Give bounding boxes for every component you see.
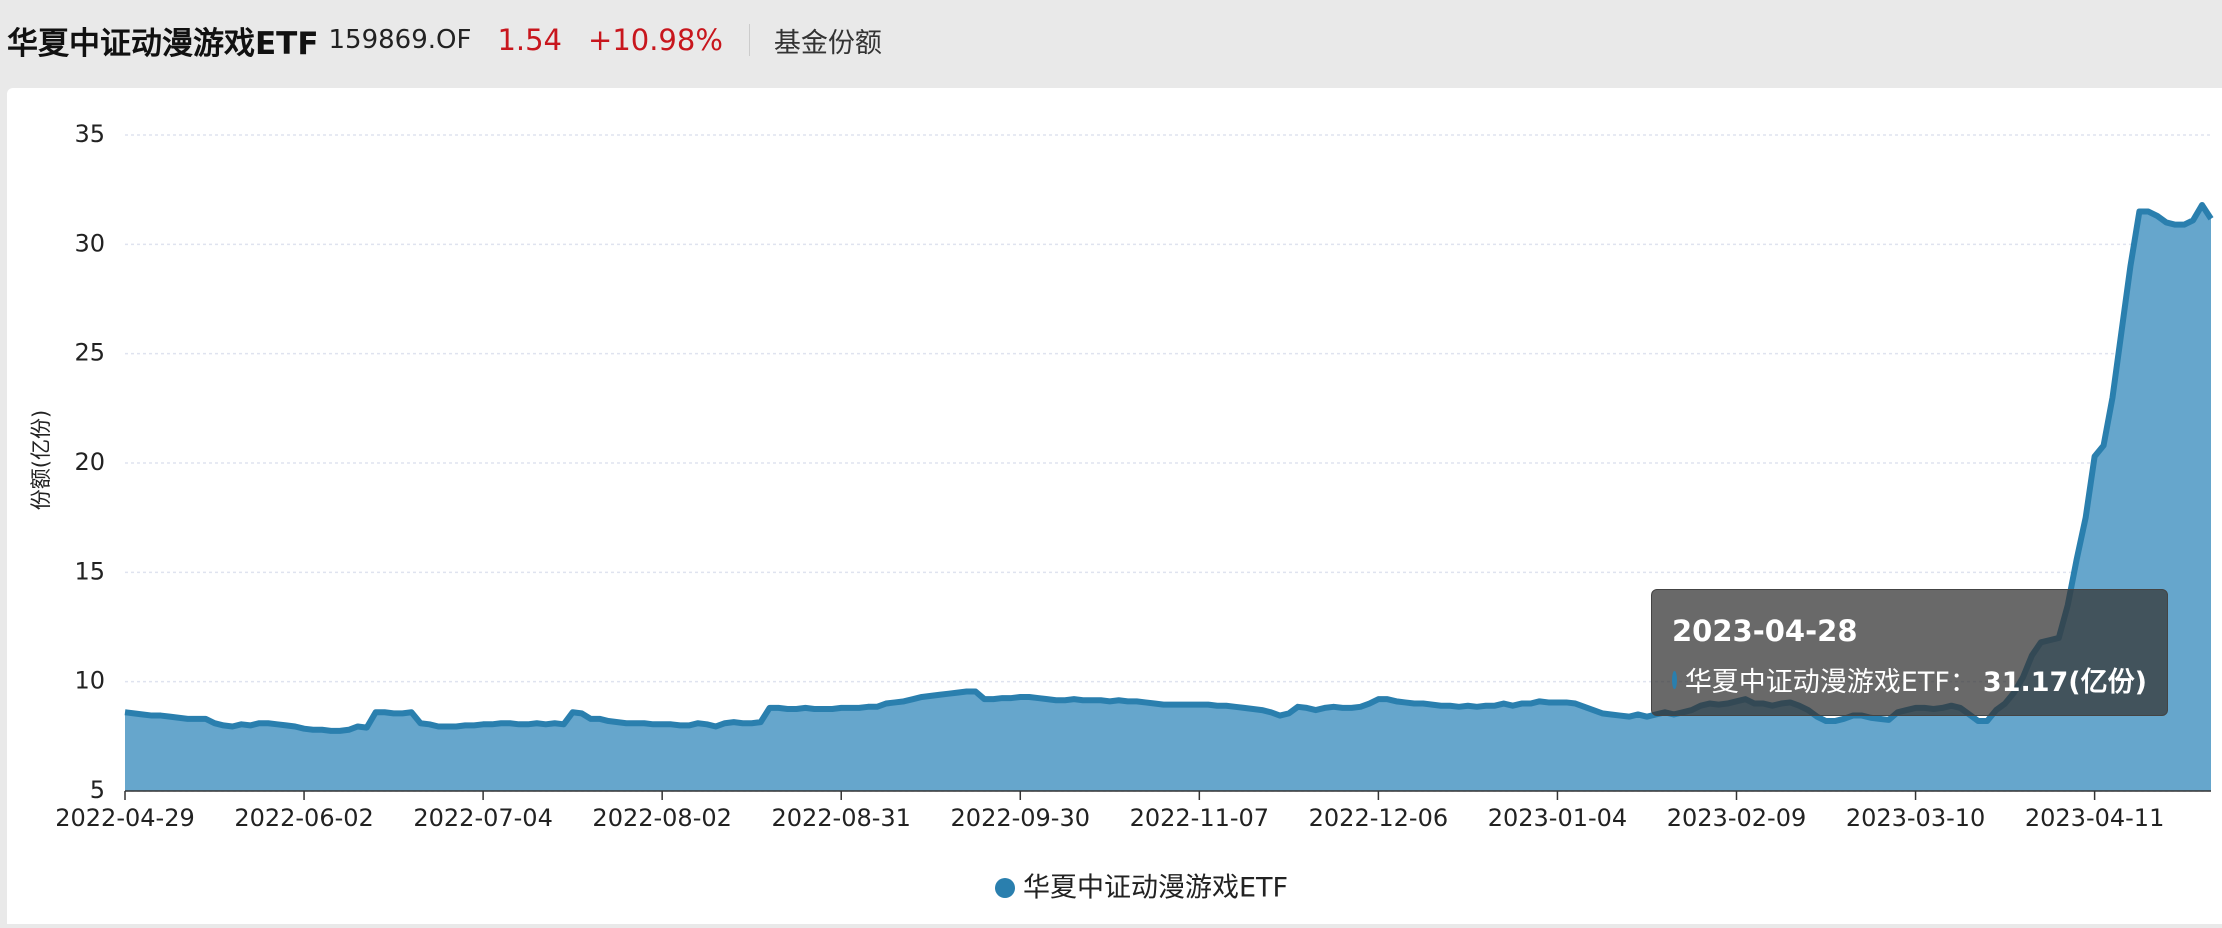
y-tick-label: 25	[74, 339, 105, 367]
chart: 份额(亿份) 5 10 15 20 25 30 35 2022-04-29 2022-06-02…	[29, 120, 2214, 904]
tooltip: 2023-04-28 华夏中证动漫游戏ETF 31.17(亿份)	[1651, 589, 2168, 716]
fund-name: 华夏中证动漫游戏ETF	[7, 25, 319, 62]
x-tick-label: 2023-04-11	[2025, 804, 2164, 832]
price-change: +10.98%	[588, 23, 723, 57]
legend-label: 华夏中证动漫游戏ETF	[1023, 873, 1288, 904]
chart-card: 份额(亿份) 5 10 15 20 25 30 35 2022-04-29 2022-06-02…	[7, 88, 2222, 924]
fund-code: 159869.OF	[328, 25, 472, 55]
x-tick-label: 2023-01-04	[1488, 804, 1627, 832]
x-tick-label: 2023-03-10	[1846, 804, 1985, 832]
y-tick-label: 5	[90, 776, 105, 804]
tooltip-value: 31.17(亿份)	[1982, 667, 2147, 698]
tooltip-row: 华夏中证动漫游戏ETF 31.17(亿份)	[1672, 660, 2147, 699]
y-tick-label: 30	[74, 229, 105, 257]
y-tick-label: 10	[74, 667, 105, 695]
x-tick-label: 2023-02-09	[1667, 804, 1806, 832]
header: 华夏中证动漫游戏ETF 159869.OF 1.54 +10.98% 基金份额	[7, 0, 882, 80]
x-tick-label: 2022-11-07	[1130, 804, 1269, 832]
price: 1.54	[497, 23, 563, 57]
x-tick-label: 2022-06-02	[234, 804, 373, 832]
y-tick-label: 35	[74, 120, 105, 148]
x-tick-label: 2022-12-06	[1309, 804, 1448, 832]
tab[interactable]: 基金份额	[773, 27, 882, 59]
x-tick-label: 2022-09-30	[951, 804, 1090, 832]
separator	[748, 24, 750, 56]
tooltip-series: 华夏中证动漫游戏ETF	[1685, 660, 1977, 699]
tooltip-date: 2023-04-28	[1672, 614, 1858, 648]
y-axis-label: 份额(亿份)	[29, 410, 53, 510]
y-tick-label: 20	[74, 448, 105, 476]
legend-marker	[995, 878, 1015, 898]
x-tick-label: 2022-08-02	[592, 804, 731, 832]
x-tick-label: 2022-07-04	[413, 804, 552, 832]
x-tick-label: 2022-04-29	[55, 804, 194, 832]
x-tick-label: 2022-08-31	[771, 804, 910, 832]
tooltip-marker	[1672, 670, 1677, 689]
y-tick-label: 15	[74, 557, 105, 585]
